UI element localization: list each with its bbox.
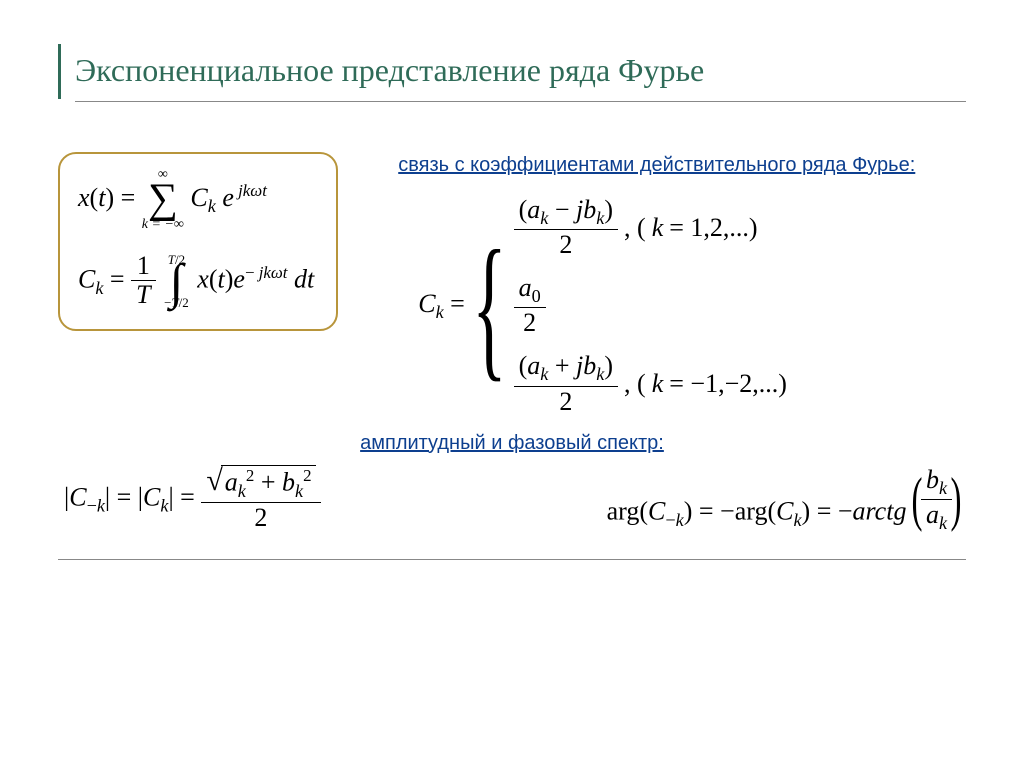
title-accent: Экспоненциальное представление ряда Фурь… [58, 44, 966, 99]
bottom-formulas: |C−k| = |Ck| = √ ak2 + bk2 2 arg(C−k) = … [58, 465, 966, 535]
coeff-link-text: связь с коэффициентами действительного р… [398, 152, 966, 179]
slide-title: Экспоненциальное представление ряда Фурь… [75, 44, 966, 99]
case-negative: (ak + jbk) 2 , (k = −1,−2,...) [514, 351, 787, 417]
bottom-rule [58, 559, 966, 560]
right-column: связь с коэффициентами действительного р… [398, 152, 966, 418]
phase-formula: arg(C−k) = −arg(Ck) = −arctg ( bk ak ) [607, 465, 960, 535]
title-underline [75, 101, 966, 102]
spectrum-link-text: амплитудный и фазовый спектр: [58, 432, 966, 455]
case-zero: a0 2 [514, 273, 787, 339]
ck-cases: Ck = { (ak − jbk) 2 , (k = 1,2,...) a0 2 [418, 195, 966, 418]
series-formula: x(t) = ∞ ∑ k = −∞ Ck e jkωt [78, 168, 314, 232]
coefficient-formula: Ck = 1T T/2 ∫ −T/2 x(t)e− jkωt dt [78, 252, 314, 311]
magnitude-formula: |C−k| = |Ck| = √ ak2 + bk2 2 [64, 465, 321, 534]
fourier-exp-box: x(t) = ∞ ∑ k = −∞ Ck e jkωt Ck = 1T T/2 … [58, 152, 338, 331]
top-row: x(t) = ∞ ∑ k = −∞ Ck e jkωt Ck = 1T T/2 … [58, 152, 966, 418]
slide: Экспоненциальное представление ряда Фурь… [0, 0, 1024, 768]
case-positive: (ak − jbk) 2 , (k = 1,2,...) [514, 195, 787, 261]
